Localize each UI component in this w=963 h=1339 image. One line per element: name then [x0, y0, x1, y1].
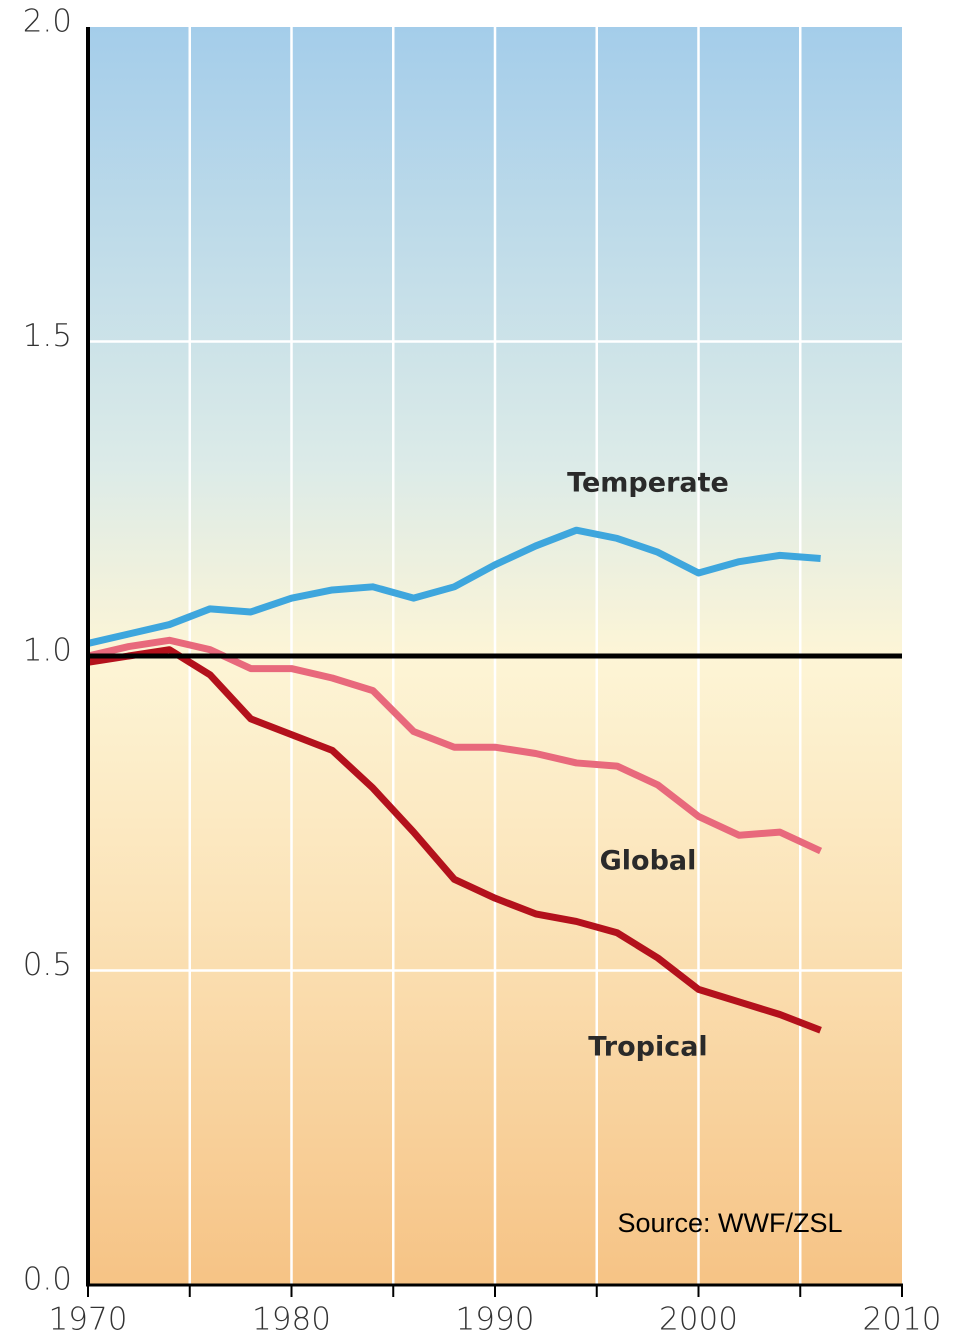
x-tick-label: 1970 [49, 1302, 128, 1338]
source-note: Source: WWF/ZSL [617, 1208, 842, 1238]
series-label: Temperate [567, 468, 729, 499]
x-tick-label: 1980 [252, 1302, 331, 1338]
x-tick-label: 2000 [659, 1302, 738, 1338]
x-tick-label: 1990 [456, 1302, 535, 1338]
y-tick-label: 1.5 [23, 318, 72, 354]
y-tick-label: 2.0 [23, 4, 72, 40]
series-line [87, 646, 822, 1034]
series-line [87, 526, 821, 647]
y-tick-label: 0.5 [23, 947, 72, 983]
series-label: Global [600, 846, 697, 877]
series-line [87, 636, 823, 855]
series-label: Tropical [588, 1032, 707, 1063]
y-tick-label: 1.0 [23, 633, 72, 669]
y-tick-label: 0.0 [23, 1262, 72, 1298]
x-tick-label: 2010 [863, 1302, 942, 1338]
